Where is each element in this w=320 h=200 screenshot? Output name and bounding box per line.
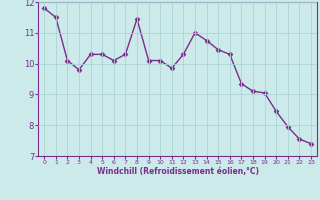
X-axis label: Windchill (Refroidissement éolien,°C): Windchill (Refroidissement éolien,°C) bbox=[97, 167, 259, 176]
